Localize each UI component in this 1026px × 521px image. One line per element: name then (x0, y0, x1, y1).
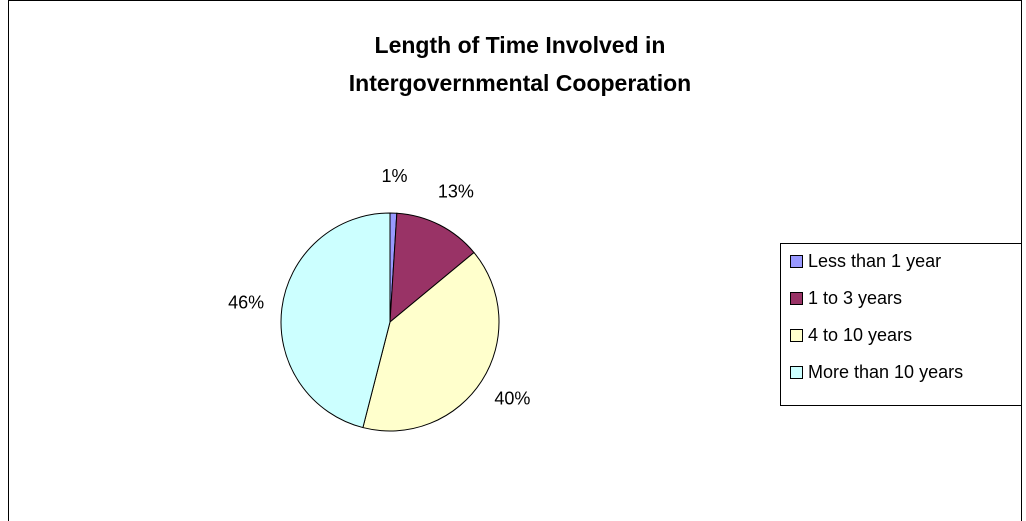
pie-slice (362, 251, 500, 432)
legend-swatch (790, 255, 803, 268)
legend-swatch (790, 366, 803, 379)
data-label: 40% (494, 388, 530, 408)
pie-slice (389, 212, 475, 324)
chart-title: Length of Time Involved in (375, 32, 666, 58)
data-label: 1% (382, 166, 408, 186)
legend-swatch (790, 292, 803, 305)
legend-label: Less than 1 year (808, 251, 941, 271)
legend-label: 4 to 10 years (808, 325, 912, 345)
legend (780, 243, 1022, 406)
data-label: 13% (438, 182, 474, 202)
legend-label: 1 to 3 years (808, 288, 902, 308)
pie-slice (280, 212, 391, 429)
chart-title: Intergovernmental Cooperation (349, 70, 691, 96)
legend-label: More than 10 years (808, 362, 963, 382)
legend-swatch (790, 329, 803, 342)
data-label: 46% (228, 293, 264, 313)
